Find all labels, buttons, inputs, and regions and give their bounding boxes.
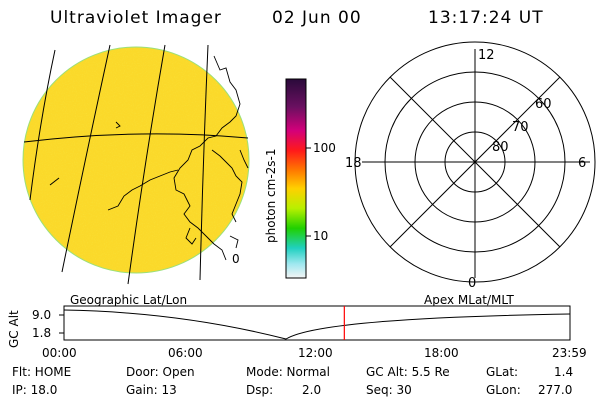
coastline (211, 149, 243, 223)
polar-ring-outer (354, 41, 596, 283)
mlat-label-60: 60 (535, 97, 552, 112)
app-title: Ultraviolet Imager (50, 8, 222, 28)
mlat-label-80: 80 (492, 140, 509, 155)
status-mode: Mode: Normal (246, 365, 330, 379)
coastline (239, 149, 249, 169)
coastline (115, 121, 121, 129)
status-seq: Seq: 30 (366, 383, 412, 397)
meridian-line (61, 44, 111, 273)
coastline (185, 227, 197, 245)
mlt-label-0: 0 (468, 276, 477, 291)
status-glat-value: 1.4 (554, 365, 574, 379)
mlt-label-6: 6 (578, 156, 587, 171)
status-gain: Gain: 13 (126, 383, 177, 397)
color-bar-unit-label: photon cm-2s-1 (264, 148, 278, 244)
mlt-label-12: 12 (478, 48, 495, 63)
timeline-y-axis-label: GC Alt (7, 310, 21, 348)
map-side-label: 0 (232, 252, 240, 266)
status-door: Door: Open (126, 365, 195, 379)
timeline-left-title: Geographic Lat/Lon (70, 293, 188, 307)
color-bar-tick-label-100: 100 (313, 141, 336, 155)
polar-plot (354, 41, 596, 283)
status-glon-value: 277.0 (538, 383, 573, 397)
earth-limb (22, 46, 250, 274)
lat-lon-grid (23, 44, 249, 285)
status-dsp-label: Dsp: (246, 383, 274, 397)
timeline-frame (63, 305, 571, 341)
color-bar-scale (285, 78, 307, 279)
color-bar-tick-label-10: 10 (313, 229, 329, 243)
mlat-label-70: 70 (512, 120, 529, 135)
orbit-timeline (59, 305, 571, 341)
uv-earth-image (22, 44, 250, 285)
meridian-line (29, 49, 56, 201)
altitude-curve (63, 309, 571, 340)
status-flight: Flt: HOME (12, 365, 72, 379)
status-glat-label: GLat: (486, 365, 519, 379)
coastlines (107, 55, 249, 261)
header-date: 02 Jun 00 (272, 8, 362, 28)
mlt-label-18: 18 (345, 156, 362, 171)
timeline-x-tick-0600: 06:00 (168, 346, 203, 360)
header-time: 13:17:24 UT (428, 8, 544, 28)
earth-noise (23, 47, 249, 273)
timeline-x-tick-1200: 12:00 (298, 346, 333, 360)
status-ip: IP: 18.0 (12, 383, 58, 397)
coastline (229, 235, 239, 249)
polar-diagonal (389, 76, 561, 248)
parallel-line (23, 133, 249, 143)
timeline-x-tick-1800: 18:00 (424, 346, 459, 360)
timeline-x-tick-2359: 23:59 (552, 346, 587, 360)
meridian-line (127, 44, 166, 285)
timeline-y-tick-9: 9.0 (32, 308, 52, 322)
coastline (173, 55, 241, 261)
status-dsp-value: 2.0 (302, 383, 322, 397)
timeline-y-tick-1-8: 1.8 (32, 326, 52, 340)
timeline-x-tick-0000: 00:00 (42, 346, 77, 360)
timeline-right-title: Apex MLat/MLT (424, 293, 514, 307)
color-bar (285, 78, 311, 279)
map-tick (49, 177, 60, 186)
status-gc-alt: GC Alt: 5.5 Re (366, 365, 450, 379)
status-glon-label: GLon: (486, 383, 521, 397)
coastline (107, 169, 179, 211)
meridian-line (199, 44, 209, 281)
